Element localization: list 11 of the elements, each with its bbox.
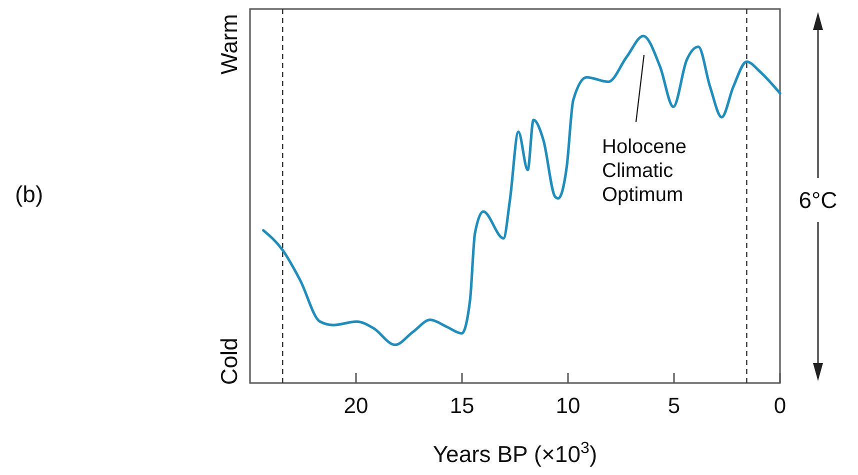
x-axis-title: Years BP (×10$^{3}$) [432,439,598,467]
text: Cold [216,338,242,385]
x-tick-label: 15 [450,393,474,418]
text: (b) [15,181,44,207]
text: Warm [216,14,242,74]
x-tick-label: 10 [556,393,580,418]
x-tick-label: 5 [668,393,680,418]
text: 6°C [798,187,838,213]
annotation: Holocene Climatic Optimum [602,136,687,206]
x-tick-label: 20 [344,393,368,418]
x-tick-label: 0 [774,393,786,418]
